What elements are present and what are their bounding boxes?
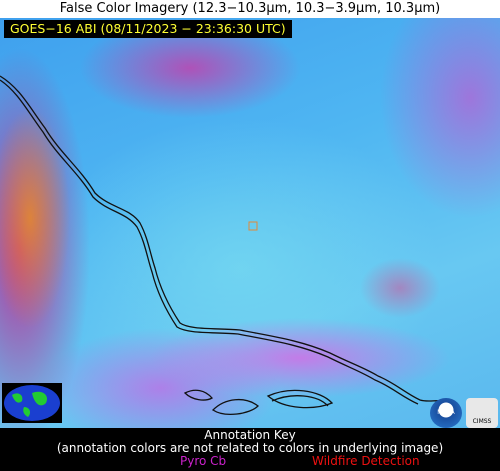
- key-items: Pyro Cb Wildfire Detection: [0, 455, 500, 469]
- key-item: Wildfire Detection: [312, 454, 420, 468]
- globe-inset: [2, 383, 62, 423]
- key-note: (annotation colors are not related to co…: [56, 441, 444, 455]
- key-title: Annotation Key: [204, 428, 296, 442]
- satellite-image: [0, 18, 500, 428]
- noaa-logo: NOAA: [430, 398, 462, 428]
- key-item: Pyro Cb: [180, 454, 227, 468]
- coastline: [0, 75, 451, 416]
- cimss-logo: CIMSS: [466, 398, 498, 428]
- header: GOES−16 ABI (08/11/2023 − 23:36:30 UTC): [4, 20, 292, 38]
- title: False Color Imagery (12.3−10.3µm, 10.3−3…: [59, 1, 441, 16]
- annotation-key: Annotation Key (annotation colors are no…: [0, 428, 500, 471]
